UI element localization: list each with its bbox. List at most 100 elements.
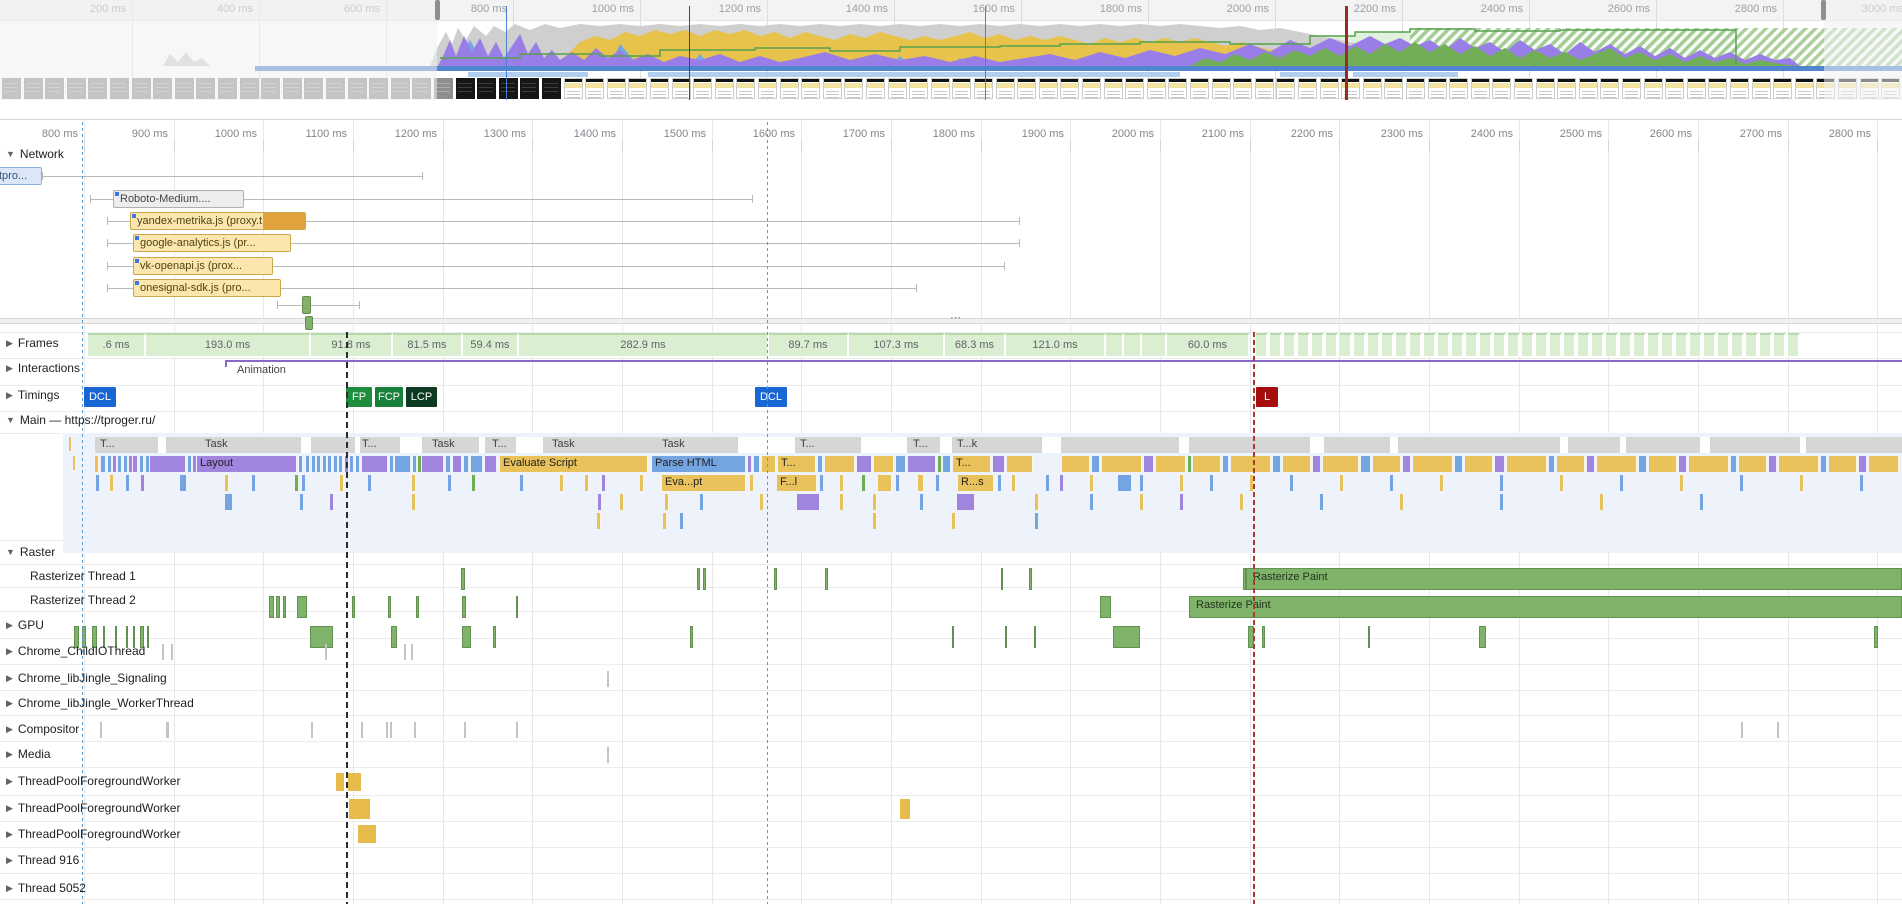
frame-segment[interactable] — [1410, 333, 1422, 356]
filmstrip-screenshot[interactable] — [1320, 78, 1339, 99]
track-label-threadpoolforegroundworker[interactable]: ▶ ThreadPoolForegroundWorker — [6, 774, 180, 788]
rasterizer-thread-2-event[interactable] — [352, 596, 355, 618]
filmstrip-screenshot[interactable] — [1406, 78, 1425, 99]
flame-event[interactable]: F...l — [777, 475, 817, 491]
expand-arrow-icon[interactable]: ▶ — [6, 698, 13, 708]
flame-event[interactable] — [936, 475, 940, 491]
cpu-activity-chart[interactable] — [0, 20, 1902, 66]
flame-event[interactable] — [110, 475, 114, 491]
rasterizer-thread-1-event[interactable] — [825, 568, 828, 590]
flame-event[interactable] — [762, 456, 776, 472]
flame-event[interactable] — [957, 494, 975, 510]
filmstrip-screenshot[interactable] — [1600, 78, 1619, 99]
flame-event[interactable] — [1679, 456, 1687, 472]
flame-event[interactable] — [124, 456, 128, 472]
rasterizer-thread-2-event[interactable] — [283, 596, 286, 618]
flame-event[interactable] — [602, 475, 606, 491]
filmstrip-screenshot[interactable] — [1298, 78, 1317, 99]
flame-event[interactable] — [1731, 456, 1737, 472]
flame-event[interactable]: R...s — [958, 475, 994, 491]
thread-event-tick[interactable] — [311, 722, 313, 738]
worker-task[interactable] — [349, 799, 370, 819]
rasterizer-thread-1-event[interactable] — [697, 568, 700, 590]
flame-event[interactable] — [306, 456, 310, 472]
filmstrip-screenshot[interactable] — [1795, 78, 1814, 99]
timing-marker-dcl[interactable]: DCL — [755, 387, 787, 407]
flame-event[interactable] — [412, 494, 416, 510]
frame-segment[interactable] — [1690, 333, 1702, 356]
gpu-event[interactable] — [462, 626, 471, 648]
filmstrip-screenshot[interactable] — [1773, 78, 1792, 99]
track-label-thread-5052[interactable]: ▶ Thread 5052 — [6, 881, 86, 895]
flame-event[interactable] — [920, 494, 924, 510]
timing-marker-l[interactable]: L — [1256, 387, 1278, 407]
track-label-interactions[interactable]: ▶ Interactions — [6, 361, 80, 375]
flame-event[interactable] — [1188, 456, 1192, 472]
flame-event[interactable] — [1400, 494, 1404, 510]
flame-event[interactable] — [1620, 475, 1624, 491]
filmstrip-screenshot[interactable] — [1363, 78, 1382, 99]
flame-event[interactable]: T... — [953, 456, 991, 472]
flame-event[interactable]: T... — [778, 456, 816, 472]
flame-event[interactable] — [464, 456, 469, 472]
flame-event[interactable] — [1860, 475, 1864, 491]
track-label-threadpoolforegroundworker[interactable]: ▶ ThreadPoolForegroundWorker — [6, 827, 180, 841]
frame-segment[interactable] — [1592, 333, 1604, 356]
flame-event[interactable] — [390, 456, 394, 472]
flame-event[interactable] — [1769, 456, 1777, 472]
rasterizer-thread-2-event[interactable] — [297, 596, 307, 618]
filmstrip-screenshot[interactable] — [801, 78, 820, 99]
flame-event[interactable]: Evaluate Script — [500, 456, 648, 472]
flame-event[interactable] — [700, 494, 704, 510]
flame-event[interactable] — [395, 456, 411, 472]
track-label-media[interactable]: ▶ Media — [6, 747, 51, 761]
filmstrip-screenshot[interactable] — [607, 78, 626, 99]
frame-segment[interactable] — [1606, 333, 1618, 356]
flame-event[interactable] — [96, 475, 100, 491]
flame-event[interactable] — [825, 456, 855, 472]
track-label-chrome-libjingle-workerthread[interactable]: ▶ Chrome_libJingle_WorkerThread — [6, 696, 194, 710]
network-request[interactable]: google-analytics.js (pr... — [133, 234, 291, 252]
filmstrip-screenshot[interactable] — [736, 78, 755, 99]
filmstrip-screenshot[interactable] — [585, 78, 604, 99]
flame-event[interactable] — [918, 475, 924, 491]
flame-event[interactable] — [1403, 456, 1411, 472]
flame-event[interactable] — [113, 456, 117, 472]
rasterizer-thread-1-event[interactable] — [1029, 568, 1032, 590]
frame-segment[interactable]: 68.3 ms — [945, 333, 1006, 356]
thread-event-tick[interactable] — [411, 644, 413, 660]
flame-event[interactable] — [748, 456, 752, 472]
flame-event[interactable] — [118, 456, 122, 472]
filmstrip-screenshot[interactable] — [650, 78, 669, 99]
frame-segment[interactable] — [1508, 333, 1520, 356]
flame-event[interactable] — [1413, 456, 1453, 472]
filmstrip-screenshot[interactable] — [1125, 78, 1144, 99]
flame-event[interactable] — [1118, 475, 1132, 491]
gpu-event[interactable] — [1005, 626, 1007, 648]
flame-event[interactable] — [1649, 456, 1677, 472]
thread-event-tick[interactable] — [1777, 722, 1779, 738]
flame-event[interactable] — [413, 456, 417, 472]
flame-event[interactable] — [1273, 456, 1281, 472]
filmstrip-screenshot[interactable] — [456, 78, 475, 99]
rasterizer-thread-2-rasterize-paint[interactable]: Rasterize Paint — [1189, 596, 1902, 618]
rasterizer-thread-1-event[interactable] — [461, 568, 465, 590]
network-request[interactable]: vk-openapi.js (prox... — [133, 257, 273, 275]
flame-event[interactable] — [873, 494, 877, 510]
expand-arrow-icon[interactable]: ▶ — [6, 776, 13, 786]
filmstrip-screenshot[interactable] — [823, 78, 842, 99]
track-label-timings[interactable]: ▶ Timings — [6, 388, 59, 402]
gpu-event[interactable] — [1262, 626, 1265, 648]
flame-event[interactable] — [1600, 494, 1604, 510]
frame-segment[interactable] — [1662, 333, 1674, 356]
frame-segment[interactable] — [1760, 333, 1772, 356]
flame-event[interactable] — [150, 456, 186, 472]
filmstrip-screenshot[interactable] — [996, 78, 1015, 99]
flame-event[interactable] — [140, 456, 144, 472]
filmstrip-screenshot[interactable] — [672, 78, 691, 99]
track-label-thread-916[interactable]: ▶ Thread 916 — [6, 853, 79, 867]
flame-event[interactable] — [1140, 494, 1144, 510]
flame-event[interactable] — [1140, 475, 1144, 491]
frame-segment[interactable] — [1774, 333, 1786, 356]
flame-event[interactable] — [1313, 456, 1321, 472]
